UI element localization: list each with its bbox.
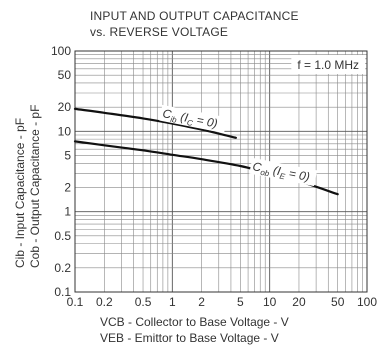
y-tick-label: 0.5 xyxy=(54,229,71,243)
x-tick-label: 20 xyxy=(292,295,306,309)
annotation: f = 1.0 MHz xyxy=(291,55,365,74)
x-tick-label: 2 xyxy=(198,295,205,309)
x-axis-label-1: VCB - Collector to Base Voltage - V xyxy=(100,315,289,329)
plot-frame xyxy=(74,50,368,293)
y-tick-label: 1 xyxy=(64,205,71,219)
cob-series-label: Cob (IE = 0) xyxy=(249,157,318,187)
svg-text:Cob (IE = 0): Cob (IE = 0) xyxy=(251,159,311,186)
y-tick-label: 50 xyxy=(58,68,72,82)
y-tick-label: 5 xyxy=(64,149,71,163)
y-tick-label: 2 xyxy=(64,180,71,194)
series-labels: Cib (IC = 0) Cob (IE = 0) xyxy=(159,104,318,187)
y-axis-label-2: Cob - Output Capacitance - pF xyxy=(28,104,42,268)
x-tick-label: 50 xyxy=(331,295,345,309)
x-tick-label: 0.1 xyxy=(67,295,84,309)
x-tick-label: 0.2 xyxy=(96,295,113,309)
x-tick-label: 100 xyxy=(357,295,377,309)
grid xyxy=(74,51,367,293)
y-tick-label: 20 xyxy=(58,100,72,114)
y-tick-label: 0.1 xyxy=(54,285,71,299)
y-tick-label: 100 xyxy=(51,44,71,58)
frequency-annotation: f = 1.0 MHz xyxy=(297,58,359,72)
tick-labels: 0.1 0.2 0.5 1 2 5 10 20 50 100 100 50 20 10 5 2 1 0.5 0.2 0… xyxy=(51,44,377,309)
x-tick-label: 5 xyxy=(237,295,244,309)
x-tick-label: 10 xyxy=(263,295,277,309)
chart-title-line-1: INPUT AND OUTPUT CAPACITANCE xyxy=(90,9,299,23)
y-tick-label: 10 xyxy=(58,124,72,138)
svg-text:Cib (IC = 0): Cib (IC = 0) xyxy=(161,106,219,132)
x-tick-label: 0.5 xyxy=(135,295,152,309)
y-tick-label: 0.2 xyxy=(54,261,71,275)
cib-series-label: Cib (IC = 0) xyxy=(159,104,228,134)
y-axis-label-1: Cib - Input Capacitance - pF xyxy=(13,117,27,268)
chart-title-line-2: vs. REVERSE VOLTAGE xyxy=(90,25,229,39)
x-axis-label-2: VEB - Emittor to Base Voltage - V xyxy=(100,331,279,345)
annotation-box xyxy=(291,55,365,74)
cib-curve xyxy=(73,107,237,139)
x-tick-label: 1 xyxy=(169,295,176,309)
